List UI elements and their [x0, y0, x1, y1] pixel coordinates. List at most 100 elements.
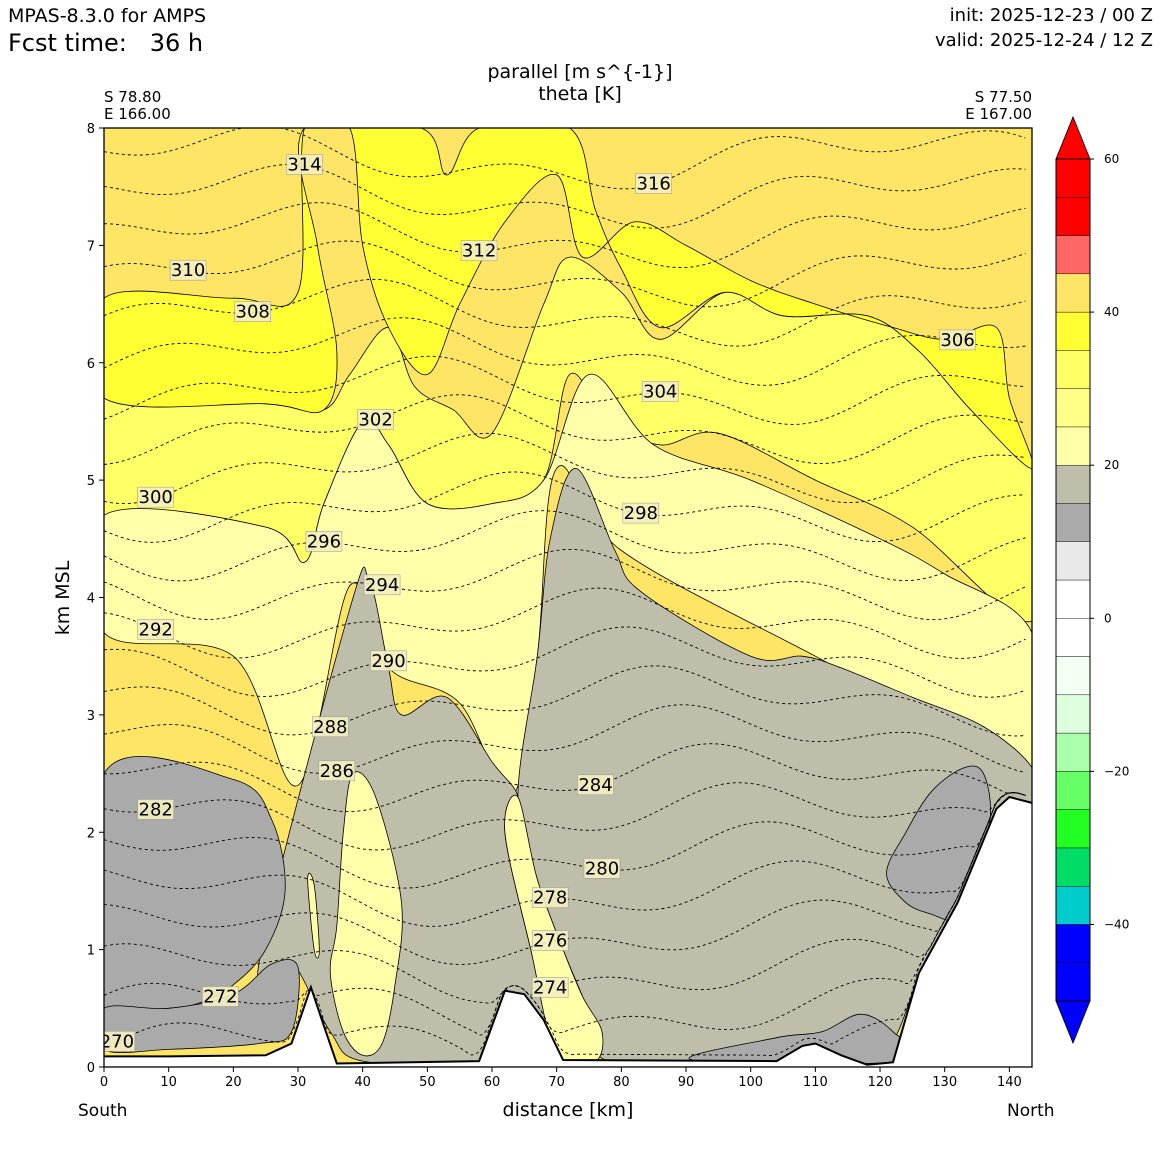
- shade-region-40-45: [104, 128, 1032, 469]
- x-tick-label: 40: [354, 1075, 371, 1090]
- theta-label-274: 274: [531, 977, 569, 998]
- theta-contour-300: [104, 432, 1026, 505]
- theta-contour-282: [104, 782, 1026, 851]
- colorbar-bin: [1055, 273, 1091, 313]
- y-tick-label: 8: [87, 122, 95, 137]
- theta-contour-302: [104, 394, 1026, 465]
- theta-label-box: [370, 650, 407, 672]
- theta-label-box: [104, 1031, 136, 1052]
- theta-contour-314: [104, 163, 1026, 229]
- shade-region-15-20: [104, 959, 300, 1054]
- shade-region-15-20: [104, 756, 286, 1027]
- shaded-wind-layer: [104, 128, 1032, 1067]
- theta-contour-298: [104, 471, 1026, 543]
- colorbar-extend-min: [1055, 1000, 1091, 1045]
- colorbar-bin: [1055, 924, 1091, 963]
- colorbar-bin: [1055, 311, 1091, 351]
- theta-label-text: 306: [940, 330, 974, 351]
- colorbar-extend-max: [1055, 115, 1091, 160]
- colorbar-tick-label: 60: [1104, 152, 1119, 166]
- x-tick-label: 0: [100, 1075, 108, 1090]
- x-tick-label: 70: [548, 1075, 565, 1090]
- theta-label-box: [531, 887, 569, 908]
- theta-label-294: 294: [363, 574, 401, 596]
- theta-contour-306: [104, 317, 1026, 386]
- theta-label-text: 276: [533, 931, 567, 952]
- terrain-fill: [104, 797, 1032, 1067]
- south-end-label: South: [78, 1101, 128, 1121]
- x-tick-label: 90: [678, 1075, 695, 1090]
- theta-label-text: 288: [313, 717, 347, 738]
- theta-label-text: 284: [578, 775, 612, 796]
- theta-label-box: [460, 240, 498, 261]
- theta-label-box: [286, 154, 323, 175]
- chart-title-parallel: parallel [m s^{-1}]: [487, 61, 673, 83]
- x-tick-label: 10: [160, 1075, 177, 1090]
- valid-time: valid: 2025-12-24 / 12 Z: [935, 30, 1153, 51]
- theta-label-text: 292: [139, 619, 173, 640]
- y-tick-label: 5: [87, 474, 95, 489]
- x-tick-label: 80: [613, 1075, 630, 1090]
- x-tick-label: 30: [290, 1075, 307, 1090]
- theta-contour-286: [104, 704, 1026, 774]
- theta-label-280: 280: [583, 857, 621, 879]
- colorbar-bin: [1055, 426, 1091, 466]
- theta-label-text: 278: [533, 888, 567, 909]
- theta-label-270: 270: [104, 1031, 136, 1052]
- theta-label-282: 282: [137, 799, 174, 820]
- colorbar-bin: [1055, 885, 1091, 925]
- shade-region-30-35: [307, 872, 320, 959]
- theta-contour-296: [104, 510, 1026, 582]
- theta-label-box: [169, 259, 207, 281]
- theta-contour-292: [104, 587, 1026, 659]
- colorbar-bin: [1055, 809, 1091, 849]
- colorbar-border: [1055, 158, 1091, 1002]
- theta-contour-288: [104, 665, 1026, 737]
- theta-label-box: [577, 774, 614, 796]
- theta-label-box: [137, 486, 174, 508]
- model-name: MPAS-8.3.0 for AMPS: [8, 5, 207, 27]
- theta-contour-312: [104, 202, 1026, 268]
- y-tick-label: 3: [87, 709, 95, 724]
- theta-contour-276: [104, 792, 1026, 965]
- theta-contour-280: [104, 792, 1026, 889]
- y-tick-label: 1: [87, 944, 95, 959]
- theta-label-296: 296: [305, 531, 343, 552]
- theta-label-316: 316: [635, 173, 673, 194]
- theta-label-box: [583, 857, 621, 879]
- theta-label-box: [202, 986, 239, 1007]
- colorbar-bin: [1055, 350, 1091, 389]
- theta-contour-278: [104, 792, 1026, 927]
- colorbar-bin: [1055, 694, 1091, 734]
- theta-label-box: [234, 301, 271, 323]
- theta-label-box: [137, 799, 174, 820]
- y-tick-label: 4: [87, 592, 95, 607]
- theta-label-box: [311, 716, 349, 738]
- x-tick-label: 120: [868, 1075, 893, 1090]
- x-tick-label: 20: [225, 1075, 242, 1090]
- theta-label-text: 314: [287, 155, 321, 176]
- start-longitude: E 166.00: [104, 105, 171, 123]
- theta-label-276: 276: [531, 930, 569, 952]
- theta-label-box: [635, 173, 673, 194]
- theta-label-box: [305, 531, 343, 552]
- colorbar-bin: [1055, 618, 1091, 657]
- colorbar-bin: [1055, 235, 1091, 275]
- theta-label-text: 300: [139, 487, 173, 508]
- theta-label-288: 288: [311, 716, 349, 738]
- theta-label-290: 290: [370, 650, 407, 672]
- theta-label-box: [622, 502, 660, 524]
- x-tick-label: 110: [803, 1075, 828, 1090]
- shade-region-15-20: [886, 765, 991, 922]
- y-tick-label: 0: [87, 1061, 95, 1076]
- start-latitude: S 78.80: [104, 88, 162, 106]
- theta-label-306: 306: [939, 329, 976, 351]
- theta-label-308: 308: [234, 301, 271, 323]
- theta-label-292: 292: [137, 619, 174, 640]
- theta-label-text: 294: [365, 575, 399, 596]
- colorbar-bin: [1055, 771, 1091, 810]
- colorbar-tick-label: 0: [1104, 611, 1112, 625]
- colorbar-tick-label: 20: [1104, 458, 1119, 472]
- end-latitude: S 77.50: [974, 88, 1032, 106]
